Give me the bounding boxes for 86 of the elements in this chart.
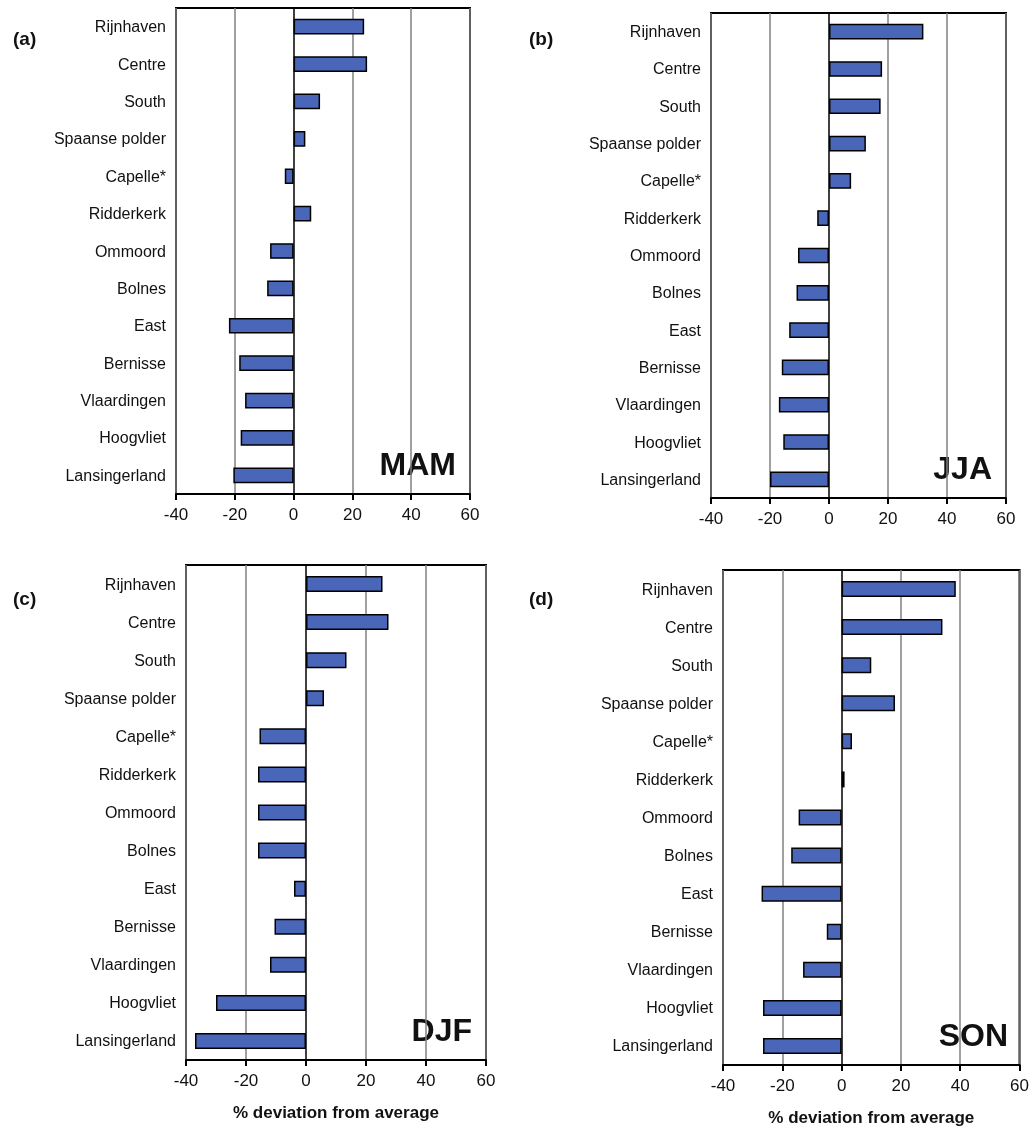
x-tick-label: 20 (891, 1076, 911, 1095)
y-tick-label: Lansingerland (600, 470, 701, 488)
x-tick-label: 0 (836, 1076, 847, 1095)
x-tick-label: 40 (401, 505, 421, 524)
y-tick-label: Spaanse polder (63, 689, 177, 707)
x-tick-label: -40 (710, 1076, 736, 1095)
y-tick-label: Ommoord (629, 247, 701, 264)
y-tick-label: Centre (664, 618, 714, 636)
x-tick-label: -40 (698, 509, 724, 528)
x-tick-label: -40 (173, 1071, 199, 1090)
x-tick-label: 0 (824, 509, 834, 528)
x-tick-label: 20 (356, 1071, 376, 1090)
y-tick-label: Hoogvliet (646, 999, 714, 1017)
x-tick-label: 60 (1010, 1076, 1030, 1095)
y-tick-label: Vlaardingen (615, 396, 701, 414)
x-axis-title: % deviation from average (768, 1108, 975, 1127)
y-tick-label: Capelle* (640, 172, 701, 190)
y-tick-label: Vlaardingen (90, 956, 176, 974)
y-tick-label: Bernisse (113, 918, 177, 936)
y-tick-label: Bolnes (117, 279, 166, 297)
y-tick-label: Vlaardingen (627, 961, 713, 979)
x-tick-label: 40 (950, 1076, 970, 1095)
text: (d) (529, 588, 554, 609)
y-tick-label: Rijnhaven (104, 575, 176, 593)
x-tick-label: -20 (222, 505, 248, 524)
y-tick-label: Lansingerland (75, 1032, 176, 1050)
x-tick-label: 40 (416, 1071, 436, 1090)
x-tick-label: 60 (460, 505, 480, 524)
annotation: SON (938, 1017, 1008, 1053)
y-tick-label: Capelle* (115, 727, 176, 745)
x-tick-label: -20 (757, 509, 783, 528)
y-tick-label: Spaanse polder (588, 135, 702, 153)
y-tick-label: Vlaardingen (80, 392, 166, 410)
x-tick-label: 0 (301, 1071, 311, 1090)
annotation: DJF (411, 1012, 472, 1048)
y-tick-label: Hoogvliet (634, 433, 702, 451)
y-tick-label: Lansingerland (65, 466, 166, 484)
x-tick-label: 0 (288, 505, 299, 524)
y-tick-label: East (143, 880, 177, 898)
y-tick-label: East (680, 885, 714, 903)
annotation: JJA (933, 450, 992, 486)
x-tick-label: -20 (233, 1071, 259, 1090)
y-tick-label: Ridderkerk (635, 770, 714, 788)
y-tick-label: Ridderkerk (623, 209, 702, 227)
y-tick-label: Centre (652, 60, 702, 78)
y-tick-label: Centre (127, 613, 177, 631)
y-tick-label: Ridderkerk (88, 205, 167, 223)
y-tick-label: Lansingerland (612, 1037, 713, 1055)
y-tick-label: South (124, 92, 166, 110)
x-tick-label: 60 (476, 1071, 496, 1090)
y-tick-label: East (668, 321, 702, 339)
y-tick-label: East (133, 317, 167, 335)
y-tick-label: Spaanse polder (53, 130, 167, 148)
y-tick-label: Capelle* (105, 167, 166, 185)
y-tick-label: Bolnes (652, 284, 701, 302)
annotation: MAM (379, 446, 456, 482)
y-tick-label: Ommoord (104, 804, 176, 821)
y-tick-label: Bernisse (650, 923, 714, 941)
x-tick-label: -40 (163, 505, 189, 524)
y-tick-label: Bolnes (664, 847, 713, 865)
y-tick-label: Hoogvliet (99, 429, 167, 447)
y-tick-label: Centre (117, 55, 167, 73)
y-tick-label: South (659, 97, 701, 115)
x-tick-label: 20 (342, 505, 362, 524)
x-axis-title: % deviation from average (233, 1103, 439, 1122)
y-tick-label: Ridderkerk (98, 765, 177, 783)
x-tick-label: 40 (937, 509, 957, 528)
x-tick-label: 60 (996, 509, 1016, 528)
y-tick-label: Rijnhaven (641, 580, 713, 598)
text: (c) (13, 588, 37, 609)
y-tick-label: South (134, 651, 176, 669)
x-tick-label: 20 (878, 509, 898, 528)
y-tick-label: Bolnes (127, 842, 176, 860)
y-tick-label: Rijnhaven (94, 18, 166, 36)
text: (a) (13, 28, 37, 49)
y-tick-label: Ommoord (94, 242, 166, 260)
text: (b) (529, 28, 554, 49)
x-tick-label: -20 (770, 1076, 795, 1095)
y-tick-label: Rijnhaven (629, 23, 701, 41)
y-tick-label: Hoogvliet (109, 994, 177, 1012)
y-tick-label: Spaanse polder (600, 694, 714, 712)
y-tick-label: Bernisse (103, 354, 167, 372)
y-tick-label: South (671, 656, 713, 674)
y-tick-label: Capelle* (652, 732, 713, 750)
y-tick-label: Bernisse (638, 358, 702, 376)
y-tick-label: Ommoord (641, 809, 713, 826)
